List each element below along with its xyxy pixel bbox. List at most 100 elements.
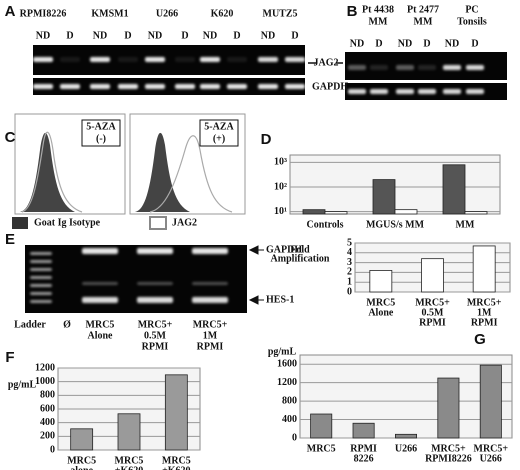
lane-label: MRC5+ bbox=[193, 319, 228, 330]
lane-label: ND bbox=[203, 30, 217, 41]
gel-band bbox=[30, 276, 52, 279]
gel-band bbox=[285, 84, 305, 89]
y-tick-label: 800 bbox=[40, 390, 55, 401]
sample-label: Pt 2477 bbox=[407, 4, 439, 15]
x-tick-label: +K620 bbox=[115, 465, 143, 470]
panel-label: D bbox=[261, 131, 272, 148]
x-tick-label: MRC5+ bbox=[431, 443, 466, 454]
bar bbox=[421, 258, 444, 293]
y-tick-label: 0 bbox=[292, 432, 297, 443]
gel-band bbox=[192, 248, 228, 254]
sample-label: Pt 4438 bbox=[362, 4, 394, 15]
gel-band bbox=[30, 292, 52, 295]
bar bbox=[472, 245, 496, 293]
lane-label: D bbox=[233, 30, 240, 41]
y-tick-label: 10² bbox=[274, 181, 287, 192]
x-tick-label: MRC5 bbox=[115, 455, 144, 466]
sample-label: MUTZ5 bbox=[263, 8, 298, 19]
band-label: HES-1 bbox=[266, 294, 294, 305]
x-tick-label: Alone bbox=[368, 307, 394, 318]
y-tick-label: 200 bbox=[40, 431, 55, 442]
lane-label: ND bbox=[398, 38, 412, 49]
lane-label: D bbox=[66, 30, 73, 41]
bar bbox=[70, 428, 94, 451]
x-tick-label: MRC5 bbox=[162, 455, 191, 466]
gel-band bbox=[118, 57, 138, 62]
lane-label: D bbox=[291, 30, 298, 41]
sample-label: MM bbox=[414, 16, 433, 27]
lane-label: D bbox=[375, 38, 382, 49]
panel-label: E bbox=[5, 231, 15, 248]
bar bbox=[117, 413, 141, 451]
gel-band bbox=[30, 284, 52, 287]
histogram bbox=[149, 135, 233, 213]
x-tick-label: RPMI bbox=[350, 443, 377, 454]
gel-band bbox=[285, 57, 305, 62]
y-tick-label: 0 bbox=[50, 444, 55, 455]
y-tick-label: 4 bbox=[347, 247, 352, 258]
lane-label: 1M bbox=[203, 330, 218, 341]
y-tick-label: 1 bbox=[347, 276, 352, 287]
panel-label: F bbox=[5, 349, 14, 366]
annotation: (+) bbox=[213, 133, 225, 144]
lane-label: D bbox=[423, 38, 430, 49]
lane-label: ND bbox=[350, 38, 364, 49]
x-tick-label: RPMI bbox=[419, 317, 446, 328]
axis-label: Fold bbox=[290, 244, 310, 255]
gel-band bbox=[348, 65, 366, 70]
x-tick-label: MGUS/s MM bbox=[366, 219, 425, 230]
bar bbox=[324, 211, 348, 215]
x-tick-label: RPMI8226 bbox=[425, 453, 472, 464]
annotation-box bbox=[81, 119, 121, 147]
gel-band bbox=[137, 282, 173, 285]
histogram bbox=[21, 131, 83, 213]
sample-label: U266 bbox=[156, 8, 178, 19]
lane-label: 0.5M bbox=[144, 330, 167, 341]
x-tick-label: U266 bbox=[480, 453, 502, 464]
lane-label: ND bbox=[148, 30, 162, 41]
lane-label: ND bbox=[93, 30, 107, 41]
lane-label: RPMI bbox=[142, 341, 169, 352]
gel-band bbox=[396, 89, 414, 94]
x-tick-label: MRC5+ bbox=[415, 297, 450, 308]
gel-band bbox=[82, 297, 118, 303]
bar bbox=[437, 377, 460, 439]
annotation: (-) bbox=[96, 133, 106, 144]
gel-band bbox=[443, 65, 461, 70]
gel-band bbox=[418, 89, 436, 94]
bar bbox=[372, 179, 396, 215]
gel-band bbox=[175, 57, 195, 62]
axis-label: pg/mL bbox=[268, 346, 297, 357]
band-label: JAG2 bbox=[314, 57, 339, 68]
y-tick-label: 2 bbox=[347, 267, 352, 278]
gel-band bbox=[33, 84, 53, 89]
gel-band bbox=[30, 252, 52, 255]
axis-label: pg/mL bbox=[8, 379, 37, 390]
arrow bbox=[248, 245, 264, 255]
y-tick-label: 1200 bbox=[35, 362, 55, 373]
legend-swatch bbox=[149, 216, 167, 230]
y-tick-label: 0 bbox=[347, 286, 352, 297]
x-tick-label: MRC5 bbox=[307, 443, 336, 454]
x-tick-label: 1M bbox=[477, 307, 492, 318]
gel-band bbox=[145, 84, 165, 89]
plot-area bbox=[299, 354, 513, 439]
x-tick-label: MRC5+ bbox=[474, 443, 509, 454]
bar bbox=[394, 209, 418, 215]
gel-band bbox=[396, 65, 414, 70]
gel-band bbox=[466, 89, 484, 94]
x-tick-label: MRC5 bbox=[366, 297, 395, 308]
bar bbox=[479, 364, 502, 439]
annotation: 5-AZA bbox=[204, 121, 234, 132]
y-tick-label: 1000 bbox=[35, 376, 55, 387]
gel-band bbox=[466, 65, 484, 70]
panel-label: G bbox=[474, 331, 486, 348]
x-tick-label: Controls bbox=[306, 219, 343, 230]
x-tick-label: RPMI bbox=[471, 317, 498, 328]
sample-label: K620 bbox=[211, 8, 234, 19]
gel-band bbox=[30, 260, 52, 263]
lane-label: ND bbox=[445, 38, 459, 49]
bar bbox=[302, 209, 326, 215]
sample-label: KMSM1 bbox=[91, 8, 128, 19]
annotation: 5-AZA bbox=[86, 121, 116, 132]
